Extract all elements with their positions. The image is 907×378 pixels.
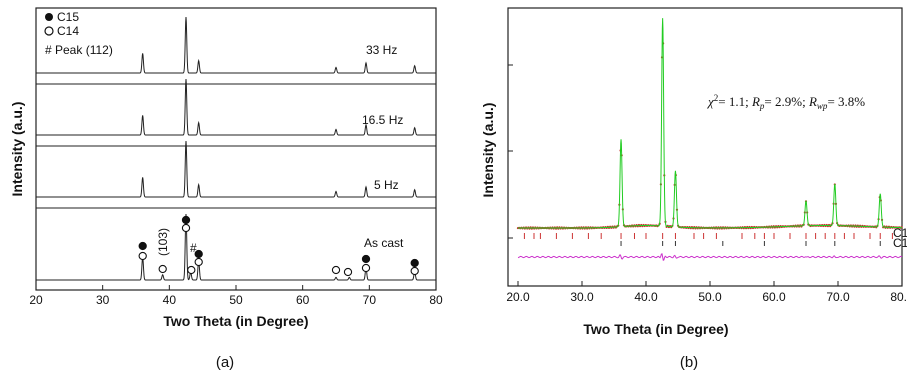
legend-open-circle-icon bbox=[44, 26, 54, 36]
xrd-trace bbox=[36, 140, 436, 198]
fit-statistics: χ2= 1.1; Rp= 2.9%; Rwp= 3.8% bbox=[706, 93, 865, 111]
panel-b-xlabel: Two Theta (in Degree) bbox=[583, 321, 728, 337]
phase-label: C1 bbox=[893, 236, 907, 250]
x-tick-label: 80.0 bbox=[890, 290, 907, 304]
c14-marker bbox=[361, 263, 371, 273]
c14-marker bbox=[194, 257, 203, 267]
panel-b-chart: 20.0 30.0 40.0 50.0 60.0 70.0 80.0 Two Theta (… bbox=[480, 7, 907, 371]
c15-marker bbox=[181, 215, 191, 225]
annotation-hash: # bbox=[190, 241, 197, 255]
c14-marker bbox=[181, 223, 191, 233]
panel-b-ylabel: Intensity (a.u.) bbox=[480, 103, 496, 198]
panel-a-label: (a) bbox=[216, 354, 234, 371]
series-label-33hz: 33 Hz bbox=[366, 43, 397, 57]
panel-a-ylabel: Intensity (a.u.) bbox=[9, 102, 25, 197]
x-tick-label: 50.0 bbox=[698, 290, 722, 304]
xrd-trace bbox=[36, 213, 436, 281]
annotation-103: (103) bbox=[156, 228, 170, 256]
panel-b-frame bbox=[507, 7, 903, 287]
xrd-trace bbox=[36, 16, 436, 74]
c14-marker bbox=[138, 251, 147, 261]
rp-value: 2.9% bbox=[775, 94, 802, 109]
x-tick-label: 70 bbox=[363, 293, 377, 307]
phase-label: C1 bbox=[893, 226, 907, 240]
rwp-value: 3.8% bbox=[838, 94, 865, 109]
observed-points bbox=[516, 42, 903, 230]
x-tick-label: 30 bbox=[96, 293, 110, 307]
xrd-trace bbox=[36, 78, 436, 136]
x-tick-label: 70.0 bbox=[826, 290, 850, 304]
c14-marker bbox=[343, 267, 353, 277]
series-label-5hz: 5 Hz bbox=[374, 178, 399, 192]
c14-marker bbox=[331, 265, 341, 275]
legend-label-c14: C14 bbox=[57, 24, 79, 38]
panel-a-chart: 20 30 40 50 60 70 80 Two Theta (in Degree) Int… bbox=[9, 7, 443, 371]
x-tick-label: 50 bbox=[229, 293, 243, 307]
x-tick-label: 80 bbox=[429, 293, 443, 307]
difference-curve bbox=[517, 253, 903, 261]
c14-marker bbox=[187, 265, 196, 275]
c15-marker bbox=[194, 249, 203, 259]
panel-a-xlabel: Two Theta (in Degree) bbox=[163, 313, 308, 329]
legend-label-c15: C15 bbox=[57, 10, 79, 24]
c14-marker bbox=[410, 266, 419, 276]
x-tick-label: 20.0 bbox=[506, 290, 530, 304]
series-label-16hz: 16.5 Hz bbox=[362, 113, 403, 127]
chi2-value: 1.1 bbox=[729, 94, 745, 109]
series-label-as-cast: As cast bbox=[364, 236, 404, 250]
x-tick-label: 60 bbox=[296, 293, 310, 307]
x-tick-label: 40 bbox=[163, 293, 177, 307]
x-tick-label: 30.0 bbox=[570, 290, 594, 304]
peak-note: # Peak (112) bbox=[45, 43, 113, 57]
x-tick-label: 40.0 bbox=[634, 290, 658, 304]
legend-filled-circle-icon bbox=[45, 13, 53, 21]
x-tick-label: 20 bbox=[29, 293, 43, 307]
calculated-profile bbox=[518, 18, 903, 229]
c15-marker bbox=[361, 254, 371, 264]
panel-b-label: (b) bbox=[680, 354, 698, 371]
c14-marker bbox=[158, 264, 167, 274]
c15-marker bbox=[138, 241, 147, 251]
x-tick-label: 60.0 bbox=[762, 290, 786, 304]
c15-marker bbox=[410, 258, 419, 268]
